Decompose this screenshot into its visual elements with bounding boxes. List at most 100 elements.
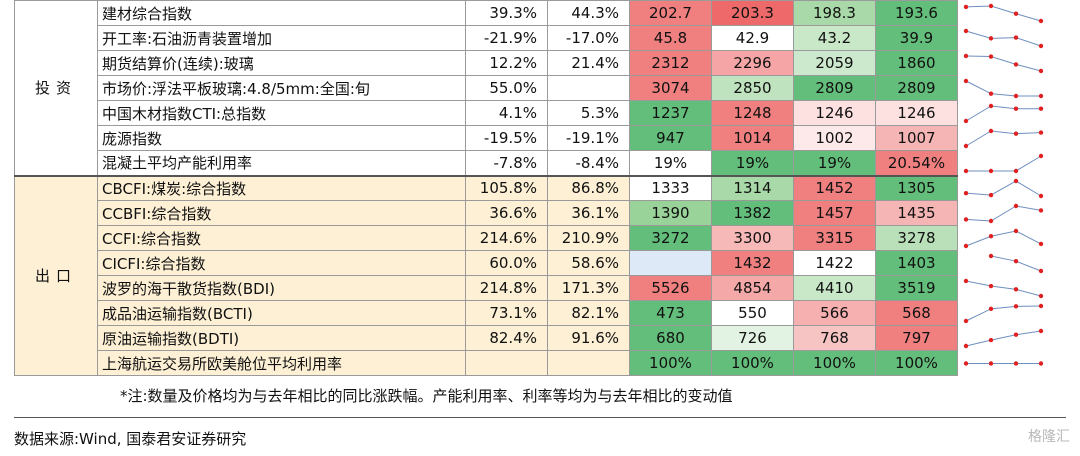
sparkline-line	[965, 330, 1042, 346]
yoy-cell: 36.6%	[465, 200, 548, 226]
sparkline-point	[1038, 268, 1044, 273]
sparkline-point	[963, 243, 969, 248]
value-cell: 2850	[711, 75, 794, 101]
sparkline-point	[1013, 34, 1019, 40]
value-cell: 1432	[711, 250, 794, 276]
yoy-cell: 86.8%	[547, 174, 630, 201]
value-cell: 2809	[793, 75, 876, 101]
sparkline-point	[1013, 178, 1019, 183]
sparkline-point	[1013, 11, 1019, 16]
sparkline-point	[1038, 303, 1044, 308]
table-row: 中国木材指数CTI:总指数 4.1% 5.3% 1237 1248 1246 1246	[15, 100, 1060, 126]
source-line: 数据来源:Wind, 国泰君安证券研究	[14, 430, 247, 448]
value-cell: 39.9	[875, 25, 958, 51]
sparkline	[963, 3, 1044, 23]
indicator-name: 建材综合指数	[97, 0, 466, 26]
yoy-cell: 60.0%	[465, 250, 548, 276]
value-cell: 1246	[875, 100, 958, 126]
value-cell: 1452	[793, 174, 876, 201]
indicator-name: CBCFI:煤炭:综合指数	[97, 174, 466, 201]
sparkline-line	[965, 129, 1042, 146]
value-cell: 1246	[793, 100, 876, 126]
value-cell: 2059	[793, 50, 876, 76]
yoy-cell	[547, 350, 630, 376]
sparkline-point	[1013, 130, 1019, 136]
sparkline-point	[988, 128, 994, 133]
sparkline-point	[963, 53, 969, 58]
sparkline-point	[963, 216, 969, 222]
value-cell: 473	[629, 300, 712, 326]
value-cell: 20.54%	[875, 150, 958, 176]
yoy-cell: 82.4%	[465, 325, 548, 351]
sparkline-point	[963, 168, 969, 173]
value-cell: 2312	[629, 50, 712, 76]
table-row: 成品油运输指数(BCTI) 73.1% 82.1% 473 550 566 568	[15, 300, 1060, 326]
value-cell: 1014	[711, 125, 794, 151]
yoy-cell: 55.0%	[465, 75, 548, 101]
divider	[14, 417, 1066, 418]
value-cell: 42.9	[711, 25, 794, 51]
sparkline-point	[1013, 228, 1019, 233]
value-cell: 100%	[629, 350, 712, 376]
yoy-cell: -7.8%	[465, 150, 548, 176]
value-cell: 19%	[793, 150, 876, 176]
sparkline-point	[1038, 93, 1044, 98]
table-row: CCBFI:综合指数 36.6% 36.1% 1390 1382 1457 1435	[15, 200, 1060, 226]
sparkline-point	[1038, 328, 1044, 333]
value-cell: 198.3	[793, 0, 876, 26]
yoy-cell: -17.0%	[547, 25, 630, 51]
sparkline-point	[1013, 168, 1019, 173]
sparkline-point	[1038, 153, 1044, 158]
value-cell: 100%	[711, 350, 794, 376]
table-row: 开工率:石油沥青装置增加 -21.9% -17.0% 45.8 42.9 43.2 39.9	[15, 25, 1060, 51]
yoy-cell: 73.1%	[465, 300, 548, 326]
value-cell: 1860	[875, 50, 958, 76]
sparkline-point	[963, 343, 969, 348]
value-cell: 3272	[629, 225, 712, 251]
value-cell: 45.8	[629, 25, 712, 51]
sparkline-point	[988, 35, 994, 41]
value-cell: 19%	[629, 150, 712, 176]
sparkline-cell	[957, 350, 1060, 376]
sparkline-point	[1013, 303, 1019, 309]
sparkline	[963, 328, 1044, 348]
table-row: CICFI:综合指数 60.0% 58.6% 1432 1422 1403	[15, 250, 1060, 276]
sparkline-point	[1038, 68, 1044, 73]
sparkline-point	[1038, 193, 1044, 198]
sparkline-line	[965, 179, 1042, 196]
yoy-cell: 171.3%	[547, 275, 630, 301]
sparkline-point	[988, 253, 994, 258]
sparkline-point	[1038, 293, 1044, 298]
sparkline-point	[963, 190, 969, 195]
sparkline-point	[963, 143, 969, 148]
table-row: 混凝土平均产能利用率 -7.8% -8.4% 19% 19% 19% 20.54%	[15, 150, 1060, 176]
yoy-cell: 36.1%	[547, 200, 630, 226]
sparkline-point	[963, 78, 969, 83]
yoy-cell: -19.1%	[547, 125, 630, 151]
indicator-name: 混凝土平均产能利用率	[97, 150, 466, 176]
sparkline-point	[1038, 360, 1044, 366]
value-cell: 566	[793, 300, 876, 326]
sparkline-line	[965, 30, 1042, 46]
indicator-name: 上海航运交易所欧美舱位平均利用率	[97, 350, 466, 376]
table-row: 庞源指数 -19.5% -19.1% 947 1014 1002 1007	[15, 125, 1060, 151]
value-cell: 1390	[629, 200, 712, 226]
sparkline-point	[988, 283, 994, 288]
sparkline-point	[988, 360, 994, 366]
yoy-cell: -19.5%	[465, 125, 548, 151]
table-row: 出口 CBCFI:煤炭:综合指数 105.8% 86.8% 1333 1314 1452 13…	[14, 174, 1060, 376]
sparkline-cell	[957, 175, 1060, 201]
sparkline-point	[1038, 18, 1044, 23]
sparkline-cell	[957, 25, 1060, 51]
value-cell: 1237	[629, 100, 712, 126]
indicator-name: CICFI:综合指数	[97, 250, 466, 276]
sparkline-cell	[957, 250, 1060, 276]
value-cell: 2296	[711, 50, 794, 76]
sparkline	[963, 78, 1044, 98]
sparkline-point	[963, 318, 969, 323]
indicator-name: CCFI:综合指数	[97, 225, 466, 251]
value-cell: 1007	[875, 125, 958, 151]
sparkline-point	[1013, 203, 1019, 208]
sparkline-point	[963, 360, 969, 366]
sparkline	[963, 103, 1044, 123]
